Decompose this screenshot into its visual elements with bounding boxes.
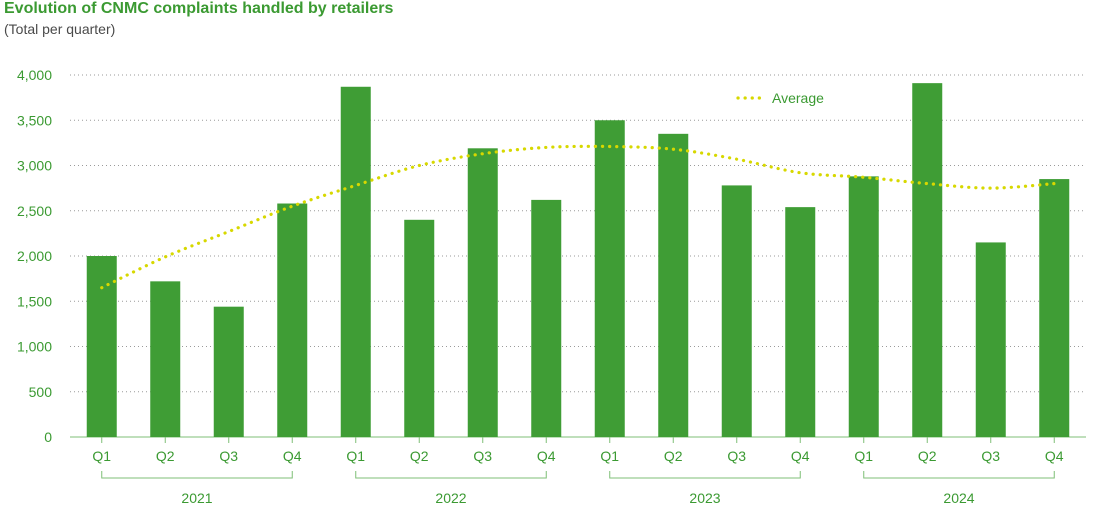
year-bracket (863, 471, 1055, 479)
year-label: 2022 (435, 490, 466, 506)
bar (531, 199, 562, 437)
legend-label-average: Average (772, 90, 824, 106)
y-tick-label: 3,000 (17, 158, 52, 174)
year-bracket (101, 471, 293, 479)
bar (975, 242, 1006, 437)
x-tick-label: Q3 (219, 448, 238, 464)
legend: Average (736, 90, 824, 106)
chart-subtitle: (Total per quarter) (4, 21, 116, 37)
x-tick-label: Q2 (156, 448, 175, 464)
bar (340, 86, 371, 437)
x-tick-label: Q2 (664, 448, 683, 464)
bar (467, 148, 498, 437)
bar (848, 176, 879, 438)
chart-title: Evolution of CNMC complaints handled by … (4, 0, 394, 17)
year-groups: 2021 2022 2023 2024 (101, 471, 1055, 506)
bar (404, 219, 435, 437)
bar (785, 207, 816, 437)
bar (86, 256, 117, 437)
y-tick-label: 2,000 (17, 248, 52, 264)
bar (213, 306, 244, 437)
y-tick-label: 1,500 (17, 293, 52, 309)
average-line-path (100, 144, 1056, 290)
x-tick-label: Q3 (727, 448, 746, 464)
x-tick-label: Q2 (410, 448, 429, 464)
x-tick-label: Q4 (791, 448, 810, 464)
x-tick-label: Q4 (537, 448, 556, 464)
year-bracket (609, 471, 801, 479)
bar-series (86, 83, 1070, 438)
y-tick-label: 500 (29, 384, 53, 400)
bar (658, 133, 689, 437)
bar (594, 120, 625, 437)
y-axis-ticks: 0 500 1,000 1,500 2,000 2,500 3,000 3,500 4,000 (17, 67, 52, 445)
bar (277, 203, 308, 437)
year-bracket (355, 471, 547, 479)
y-tick-label: 0 (44, 429, 52, 445)
bar (721, 185, 752, 437)
x-tick-label: Q3 (473, 448, 492, 464)
x-tick-label: Q1 (346, 448, 365, 464)
y-tick-label: 3,500 (17, 112, 52, 128)
x-tick-label: Q3 (981, 448, 1000, 464)
year-label: 2024 (943, 490, 974, 506)
y-tick-label: 1,000 (17, 339, 52, 355)
year-label: 2021 (181, 490, 212, 506)
x-tick-label: Q1 (854, 448, 873, 464)
x-tick-label: Q4 (1045, 448, 1064, 464)
x-tick-label: Q1 (600, 448, 619, 464)
x-axis-ticks: Q1 Q2 Q3 Q4 Q1 Q2 Q3 Q4 Q1 Q2 Q3 Q4 Q1 Q2 Q3 Q4 (92, 437, 1064, 464)
bar (1039, 179, 1070, 437)
average-line (100, 144, 1056, 290)
y-tick-label: 4,000 (17, 67, 52, 83)
x-tick-label: Q1 (92, 448, 111, 464)
y-tick-label: 2,500 (17, 203, 52, 219)
bar (912, 83, 943, 438)
x-tick-label: Q2 (918, 448, 937, 464)
year-label: 2023 (689, 490, 720, 506)
x-tick-label: Q4 (283, 448, 302, 464)
bar (150, 281, 181, 437)
